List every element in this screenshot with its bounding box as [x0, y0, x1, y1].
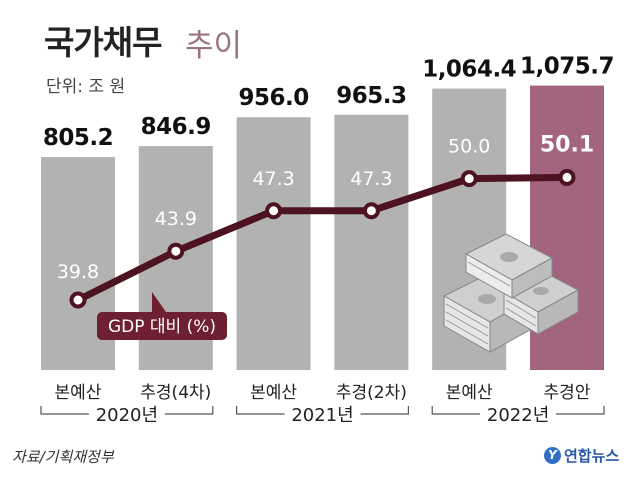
bar-value-label: 1,075.7 [520, 54, 614, 80]
legend-label: GDP 대비 (%) [108, 317, 216, 337]
year-bracket [236, 406, 409, 415]
unit-label: 단위: 조 원 [46, 77, 126, 97]
bar [236, 117, 311, 370]
chart-title: 국가채무 [44, 23, 162, 62]
year-label: 2020년 [96, 405, 158, 426]
legend-pointer [152, 292, 166, 312]
logo-text: 연합뉴스 [564, 447, 620, 465]
yonhap-logo: Y 연합뉴스 [544, 445, 619, 466]
year-bracket [431, 406, 605, 415]
year-bracket [40, 406, 214, 415]
category-label: 추경(2차) [336, 383, 407, 403]
bar-value-label: 846.9 [141, 114, 211, 140]
line-value-label: 47.3 [252, 168, 294, 190]
category-label: 본예산 [55, 383, 102, 403]
line-value-label: 50.1 [540, 132, 594, 157]
line-value-label: 39.8 [57, 261, 99, 283]
line-point [460, 170, 478, 188]
line-value-label: 47.3 [350, 168, 392, 190]
category-label: 추경안 [544, 383, 591, 403]
chart-subtitle: 추이 [185, 28, 243, 64]
year-label: 2022년 [487, 405, 549, 426]
line-value-label: 50.0 [448, 136, 490, 158]
bar-value-label: 1,064.4 [422, 57, 516, 83]
yonhap-logo-icon: Y [544, 447, 561, 464]
line-point [558, 168, 576, 186]
gdp-ratio-line [76, 173, 568, 304]
bar-value-label: 965.3 [336, 83, 406, 109]
year-label: 2021년 [291, 405, 353, 426]
category-label: 추경(4차) [140, 383, 211, 403]
bar-value-label: 805.2 [43, 125, 113, 151]
category-label: 본예산 [446, 383, 493, 403]
legend-badge [97, 312, 227, 340]
bar [334, 114, 409, 370]
line-point [167, 242, 185, 260]
line-point [362, 202, 380, 220]
money-stack-icon [442, 233, 580, 353]
bar-value-label: 956.0 [238, 85, 308, 111]
source-credit: 자료/기획재정부 [12, 448, 114, 466]
category-label: 본예산 [250, 383, 297, 403]
line-point [69, 291, 87, 309]
line-point [265, 202, 283, 220]
line-value-label: 43.9 [155, 208, 197, 230]
